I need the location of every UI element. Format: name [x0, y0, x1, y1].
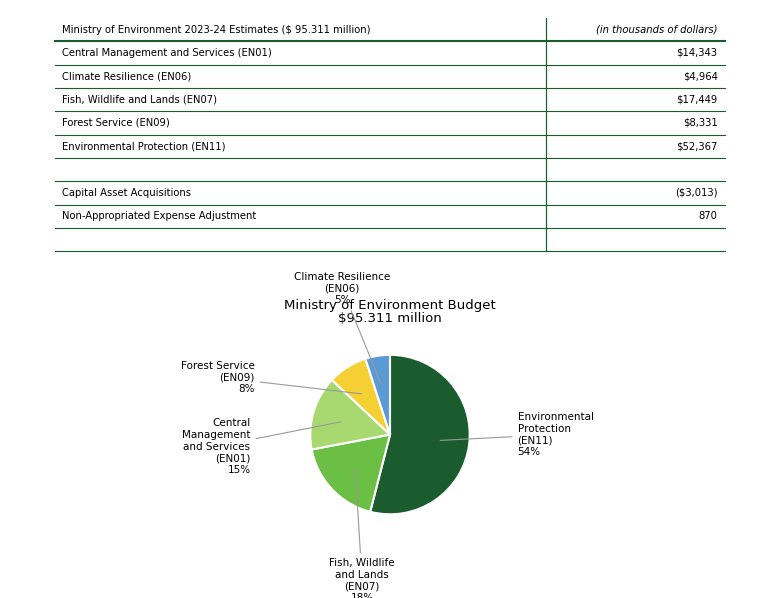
- Text: Capital Asset Acquisitions: Capital Asset Acquisitions: [62, 188, 191, 198]
- Wedge shape: [332, 359, 390, 435]
- Wedge shape: [312, 435, 390, 512]
- Text: Non-Appropriated Expense Adjustment: Non-Appropriated Expense Adjustment: [62, 211, 257, 221]
- Text: Environmental
Protection
(EN11)
54%: Environmental Protection (EN11) 54%: [440, 412, 594, 457]
- Text: Environmental Protection (EN11): Environmental Protection (EN11): [62, 141, 226, 151]
- Text: $97,454: $97,454: [672, 164, 718, 175]
- Text: Fish, Wildlife
and Lands
(EN07)
18%: Fish, Wildlife and Lands (EN07) 18%: [329, 470, 395, 598]
- Text: $8,331: $8,331: [682, 118, 718, 128]
- Text: Total Expense: Total Expense: [62, 234, 140, 245]
- Text: Ministry of Environment 2023-24 Estimates ($ 95.311 million): Ministry of Environment 2023-24 Estimate…: [62, 25, 371, 35]
- Text: $17,449: $17,449: [676, 94, 718, 105]
- Text: Fish, Wildlife and Lands (EN07): Fish, Wildlife and Lands (EN07): [62, 94, 218, 105]
- Text: $52,367: $52,367: [676, 141, 718, 151]
- Text: ($3,013): ($3,013): [675, 188, 718, 198]
- Text: $4,964: $4,964: [682, 71, 718, 81]
- Text: $14,343: $14,343: [676, 48, 718, 58]
- Text: $95,311: $95,311: [672, 234, 718, 245]
- Wedge shape: [365, 355, 390, 435]
- Text: (in thousands of dollars): (in thousands of dollars): [596, 25, 718, 35]
- Wedge shape: [310, 380, 390, 450]
- Text: Climate Resilience
(EN06)
5%: Climate Resilience (EN06) 5%: [294, 272, 390, 385]
- Text: Climate Resilience (EN06): Climate Resilience (EN06): [62, 71, 192, 81]
- Text: Forest Service
(EN09)
8%: Forest Service (EN09) 8%: [181, 361, 362, 394]
- Text: Total Appropriation: Total Appropriation: [62, 164, 172, 175]
- Text: Forest Service (EN09): Forest Service (EN09): [62, 118, 170, 128]
- Text: Central
Management
and Services
(EN01)
15%: Central Management and Services (EN01) 1…: [182, 419, 342, 475]
- Text: $95.311 million: $95.311 million: [338, 312, 442, 325]
- Wedge shape: [370, 355, 470, 514]
- Text: Central Management and Services (EN01): Central Management and Services (EN01): [62, 48, 272, 58]
- Text: 870: 870: [699, 211, 718, 221]
- Text: Ministry of Environment Budget: Ministry of Environment Budget: [284, 299, 496, 312]
